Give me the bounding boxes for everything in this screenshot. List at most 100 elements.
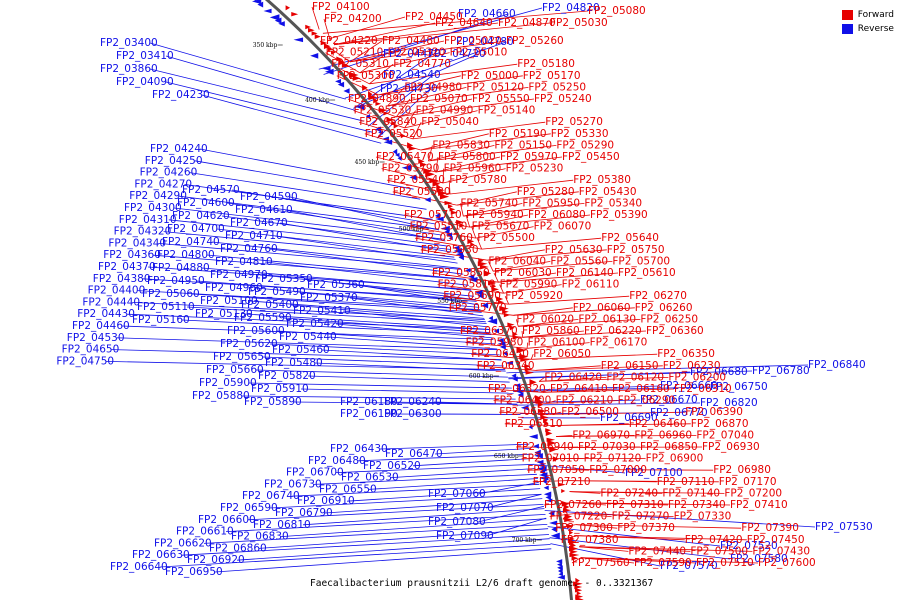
forward-leader-line	[559, 446, 703, 448]
reverse-gene-label: FP2_06780	[752, 365, 810, 377]
legend-forward: Forward	[841, 8, 894, 22]
forward-leader-line	[488, 261, 494, 272]
reverse-gene-label: FP2_04530	[67, 332, 125, 344]
forward-leader-line	[579, 546, 629, 552]
forward-gene-label: FP2_06040	[488, 255, 546, 267]
forward-gene-label: FP2_06930	[702, 441, 760, 453]
forward-leader-line	[549, 411, 686, 415]
forward-gene-label: FP2_06220	[584, 325, 642, 337]
forward-leader-line	[487, 249, 607, 261]
reverse-leader-line	[259, 274, 475, 297]
forward-gene-arrow	[308, 27, 315, 33]
reverse-leader-line	[356, 284, 479, 306]
forward-gene-arrow	[537, 401, 544, 408]
forward-gene-label: FP2_07030	[578, 441, 636, 453]
reverse-gene-arrow	[251, 0, 262, 5]
scale-ticks: 350 kbp 400 kbp 450 kbp 500 kbp 550 kbp 600 k…	[253, 42, 542, 544]
reverse-gene-arrow	[488, 315, 493, 321]
forward-gene-label: FP2_04990	[416, 105, 474, 117]
forward-gene-arrow	[362, 84, 368, 91]
reverse-gene-arrow	[337, 81, 345, 88]
forward-leader-line	[542, 388, 675, 393]
forward-gene-label: FP2_05020	[444, 35, 502, 47]
forward-leader-line	[448, 307, 514, 316]
forward-gene-label: FP2_07500	[690, 545, 748, 557]
forward-leader-line	[516, 319, 519, 327]
forward-gene-label: FP2_06980	[713, 464, 771, 476]
reverse-gene-arrow	[254, 0, 257, 1]
reverse-leader-line	[302, 508, 545, 526]
forward-gene-label: FP2_05070	[410, 93, 468, 105]
forward-leader-line	[396, 98, 535, 118]
reverse-gene-arrow	[325, 68, 334, 75]
forward-gene-label: FP2_06290	[618, 395, 676, 407]
reverse-leader-line	[280, 518, 547, 537]
reverse-gene-label: FP2_07530	[815, 521, 873, 533]
reverse-leader-line	[181, 534, 550, 556]
reverse-leader-line	[547, 526, 721, 547]
forward-gene-label: FP2_07560	[572, 557, 630, 569]
forward-gene-arrow	[373, 97, 378, 104]
reverse-gene-label: FP2_06730	[264, 478, 322, 490]
reverse-gene-arrow	[378, 130, 384, 135]
reverse-gene-label: FP2_06920	[187, 554, 245, 566]
forward-gene-arrow	[524, 367, 533, 372]
forward-gene-label: FP2_07370	[617, 522, 675, 534]
forward-gene-label: FP2_05830	[432, 139, 490, 151]
forward-gene-label: FP2_05690	[443, 290, 501, 302]
forward-gene-arrow	[323, 43, 331, 50]
reverse-gene-label: FP2_06950	[165, 566, 223, 578]
forward-gene-label: FP2_07300	[555, 522, 613, 534]
forward-leader-line	[481, 237, 602, 250]
forward-leader-line	[435, 156, 563, 173]
reverse-gene-label: FP2_06480	[308, 455, 366, 467]
reverse-gene-arrow	[558, 568, 563, 574]
forward-gene-arrow	[470, 242, 475, 248]
forward-leader-line	[498, 272, 557, 283]
forward-gene-label: FP2_06060	[573, 302, 631, 314]
forward-gene-label: FP2_06940	[516, 441, 574, 453]
forward-gene-label: FP2_07390	[741, 522, 799, 534]
forward-gene-label: FP2_06110	[562, 279, 620, 291]
reverse-leader-line	[508, 370, 753, 379]
forward-leader-line	[349, 40, 445, 63]
forward-leader-line	[549, 513, 574, 517]
reverse-gene-label: FP2_06860	[209, 542, 267, 554]
reverse-leader-line	[255, 369, 508, 378]
reverse-gene-arrow	[545, 498, 553, 503]
forward-gene-arrow	[456, 219, 464, 225]
forward-gene-arrow	[331, 50, 336, 55]
forward-leader-line	[564, 469, 714, 471]
reverse-leader-line	[262, 356, 504, 367]
forward-gene-label: FP2_06970	[572, 429, 630, 441]
forward-gene-label: FP2_07010	[522, 453, 580, 465]
forward-leader-line	[378, 75, 461, 96]
reverse-gene-arrow	[528, 424, 533, 430]
reverse-gene-arrow	[356, 104, 365, 110]
reverse-gene-label: FP2_04810	[215, 256, 273, 268]
reverse-gene-label: FP2_07070	[436, 502, 494, 514]
reverse-leader-line	[335, 463, 535, 473]
forward-gene-label: FP2_06390	[685, 406, 743, 418]
reverse-leader-line	[346, 488, 541, 502]
forward-leader-line	[564, 469, 590, 471]
reverse-gene-label: FP2_06670	[640, 394, 698, 406]
reverse-gene-label: FP2_04740	[162, 236, 220, 248]
reverse-gene-arrow	[269, 14, 280, 21]
reverse-gene-arrow	[499, 344, 506, 350]
reverse-gene-arrow	[534, 453, 543, 459]
reverse-gene-label: FP2_04380	[93, 273, 151, 285]
reverse-leader-line	[254, 287, 480, 308]
forward-leader-line	[522, 330, 647, 338]
reverse-leader-line	[477, 482, 539, 495]
scale-tick-label: 700 kbp	[512, 537, 537, 544]
reverse-leader-line	[249, 300, 485, 319]
forward-gene-label: FP2_06160	[612, 383, 670, 395]
legend: Forward Reverse	[841, 8, 894, 36]
forward-leader-line	[449, 179, 574, 195]
forward-leader-line	[469, 214, 529, 228]
forward-gene-label: FP2_07110	[657, 476, 715, 488]
reverse-leader-line	[244, 313, 490, 330]
forward-gene-arrow	[444, 200, 453, 206]
reverse-leader-line	[247, 504, 544, 521]
